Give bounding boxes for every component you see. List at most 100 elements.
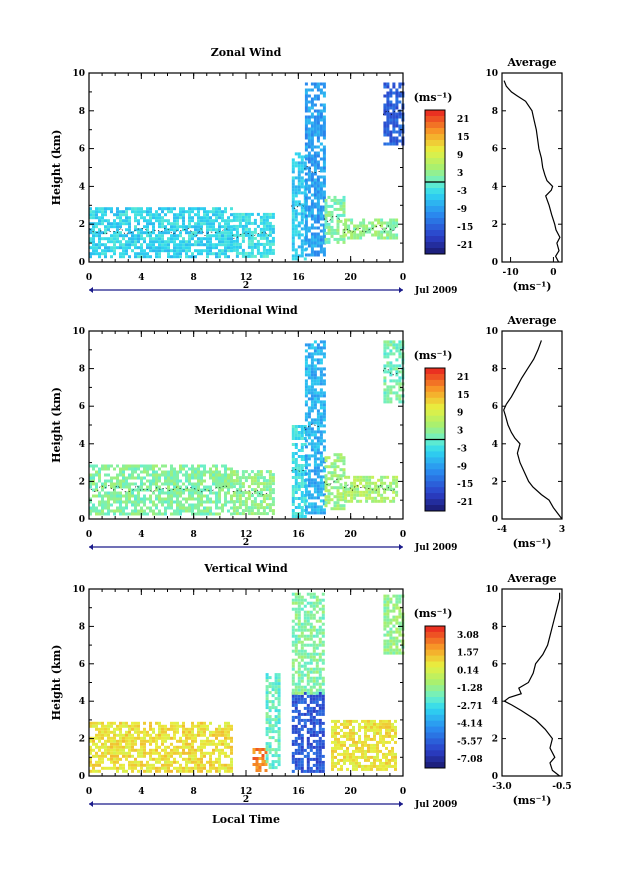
heatmap-cell (392, 233, 396, 237)
heatmap-cell (98, 476, 101, 480)
heatmap-cell (215, 736, 218, 740)
heatmap-cell (359, 233, 363, 237)
heatmap-cell (342, 498, 346, 502)
heatmap-cell (137, 500, 140, 504)
colorbar-tick-label: -3 (457, 187, 467, 197)
heatmap-cell (146, 733, 149, 737)
heatmap-cell (319, 133, 323, 137)
heatmap-cell (274, 754, 278, 758)
heatmap-cell (373, 734, 376, 738)
heatmap-cell (224, 234, 227, 238)
heatmap-cell (352, 743, 355, 747)
heatmap-cell (394, 764, 397, 768)
heatmap-cell (161, 733, 164, 737)
heatmap-cell (364, 719, 367, 723)
heatmap-cell (194, 467, 197, 471)
heatmap-cell (122, 243, 125, 247)
heatmap-cell (268, 470, 272, 474)
heatmap-cell (125, 234, 128, 238)
heatmap-cell (310, 223, 314, 227)
heatmap-cell (319, 451, 323, 455)
heatmap-cell (312, 745, 316, 749)
heatmap-cell (146, 252, 149, 256)
heatmap-cell (268, 751, 272, 755)
heatmap-cell (89, 252, 92, 256)
heatmap-cell (164, 470, 167, 474)
heatmap-cell (164, 231, 167, 235)
heatmap-cell (265, 488, 269, 492)
heatmap-cell (209, 757, 212, 761)
heatmap-cell (310, 445, 314, 449)
heatmap-cell (227, 488, 230, 492)
heatmap-cell (300, 251, 304, 255)
heatmap-cell (300, 601, 304, 605)
heatmap-cell (300, 595, 304, 599)
heatmap-cell (113, 243, 116, 247)
heatmap-cell (347, 499, 351, 503)
heatmap-cell (119, 727, 122, 731)
heatmap-cell (188, 769, 191, 773)
heatmap-cell (395, 130, 399, 134)
heatmap-cell (352, 749, 355, 753)
heatmap-cell (307, 109, 311, 113)
heatmap-cell (155, 482, 158, 486)
heatmap-cell (221, 485, 224, 489)
heatmap-cell (116, 506, 119, 510)
heatmap-cell (395, 236, 399, 240)
heatmap-cell (315, 700, 319, 704)
heatmap-cell (122, 473, 125, 477)
heatmap-cell (362, 233, 366, 237)
heatmap-region (304, 82, 326, 257)
heatmap-cell (294, 254, 298, 258)
heatmap-cell (321, 628, 325, 632)
heatmap-cell (206, 724, 209, 728)
heatmap-cell (170, 742, 173, 746)
heatmap-cell (294, 452, 298, 455)
heatmap-cell (95, 506, 98, 510)
heatmap-cell (386, 484, 390, 488)
heatmap-cell (277, 703, 281, 707)
heatmap-cell (197, 210, 200, 214)
heatmap-cell (170, 210, 173, 214)
heatmap-cell (221, 252, 224, 256)
heatmap-cell (176, 246, 179, 250)
heatmap-cell (203, 751, 206, 755)
heatmap-cell (300, 688, 304, 692)
heatmap-cell (386, 606, 390, 610)
heatmap-cell (303, 425, 307, 428)
colorbar-segment (425, 637, 445, 645)
heatmap-cell (209, 476, 212, 480)
heatmap-cell (134, 219, 137, 223)
heatmap-cell (395, 391, 399, 395)
heatmap-cell (203, 464, 206, 468)
colorbar-segment (425, 122, 445, 129)
heatmap-cell (185, 470, 188, 474)
heatmap-cell (215, 213, 218, 217)
heatmap-cell (291, 512, 295, 515)
heatmap-cell (394, 758, 397, 762)
heatmap-cell (191, 488, 194, 492)
heatmap-cell (386, 115, 390, 119)
heatmap-cell (391, 737, 394, 741)
heatmap-cell (149, 733, 152, 737)
heatmap-cell (218, 479, 221, 483)
heatmap-cell (339, 213, 343, 217)
heatmap-cell (310, 241, 314, 245)
heatmap-cell (291, 739, 295, 743)
heatmap-cell (349, 761, 352, 765)
heatmap-cell (294, 715, 298, 719)
heatmap-cell (197, 467, 200, 471)
heatmap-cell (110, 210, 113, 214)
heatmap-cell (221, 766, 224, 770)
heatmap-cell (122, 754, 125, 758)
heatmap-cell (182, 467, 185, 471)
heatmap-cell (383, 133, 387, 137)
heatmap-cell (315, 748, 319, 752)
heatmap-cell (333, 462, 337, 466)
heatmap-cell (318, 757, 322, 761)
heatmap-cell (268, 248, 272, 252)
heatmap-cell (318, 697, 322, 701)
heatmap-cell (307, 169, 311, 173)
heatmap-cell (342, 195, 346, 199)
heatmap-cell (173, 470, 176, 474)
